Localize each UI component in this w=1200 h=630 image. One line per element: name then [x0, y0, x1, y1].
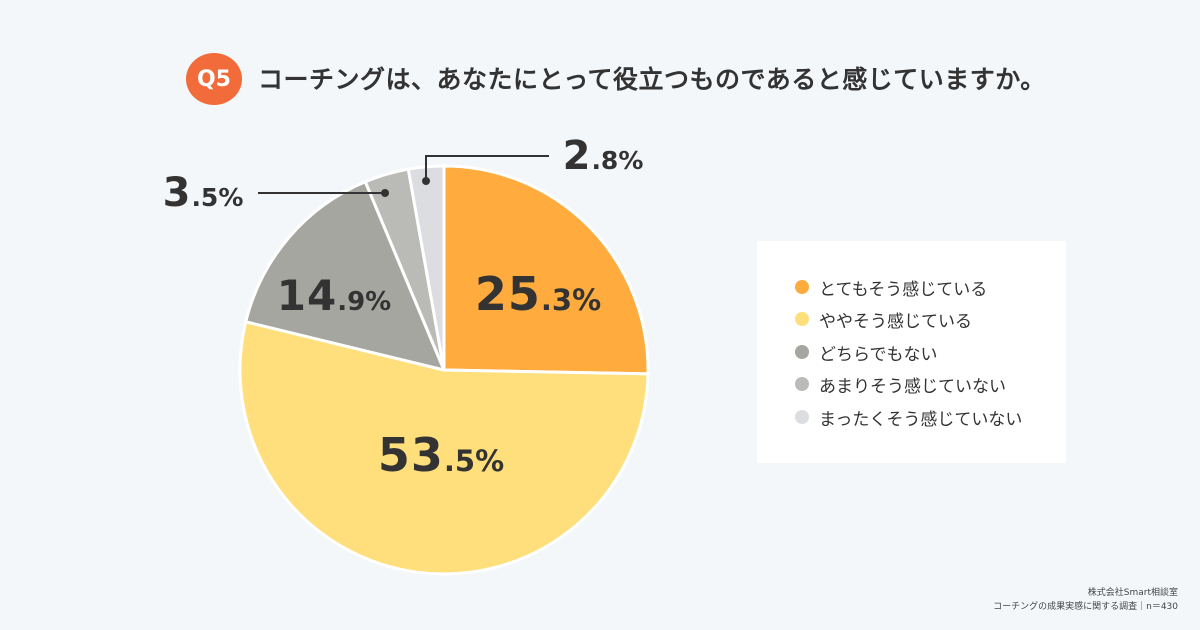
legend-label: ややそう感じている	[819, 311, 972, 332]
data-label-4: 3.5%	[163, 170, 244, 216]
question-badge: Q5	[186, 53, 242, 105]
pie-slice-3	[244, 180, 446, 372]
data-label-1: 25.3%	[475, 267, 601, 321]
legend-swatch	[795, 410, 809, 424]
credit-company: 株式会社Smart相談室	[1087, 588, 1178, 598]
legend-swatch	[795, 312, 809, 326]
legend-item-2: ややそう感じている	[795, 307, 972, 332]
legend-label: どちらでもない	[819, 344, 938, 365]
legend-item-5: まったくそう感じていない	[795, 405, 1023, 430]
legend: とてもそう感じている ややそう感じている どちらでもないあまりそう感じていない まった…	[757, 241, 1066, 463]
pie-slice-2	[238, 320, 650, 576]
leader-line-5	[425, 155, 549, 181]
leader-dot-5	[422, 177, 430, 185]
data-label-5: 2.8%	[563, 133, 644, 179]
legend-label: あまりそう感じていない	[819, 376, 1006, 397]
legend-swatch	[795, 377, 809, 391]
question-title: コーチングは、あなたにとって役立つものであると感じていますか。	[258, 65, 1046, 94]
legend-item-3: どちらでもない	[795, 340, 938, 365]
legend-item-4: あまりそう感じていない	[795, 372, 1006, 397]
legend-item-1: とてもそう感じている	[795, 275, 988, 300]
legend-label: とてもそう感じている	[819, 279, 988, 300]
leader-dot-4	[381, 189, 389, 197]
pie-slice-1	[442, 164, 650, 376]
data-label-2: 53.5%	[378, 428, 504, 482]
legend-swatch	[795, 345, 809, 359]
legend-swatch	[795, 280, 809, 294]
credit: 株式会社Smart相談室 コーチングの成果実感に関する調査｜n＝430	[993, 586, 1178, 614]
data-label-3: 14.9%	[277, 271, 391, 320]
legend-label: まったくそう感じていない	[819, 409, 1023, 430]
credit-survey: コーチングの成果実感に関する調査｜n＝430	[993, 602, 1178, 612]
